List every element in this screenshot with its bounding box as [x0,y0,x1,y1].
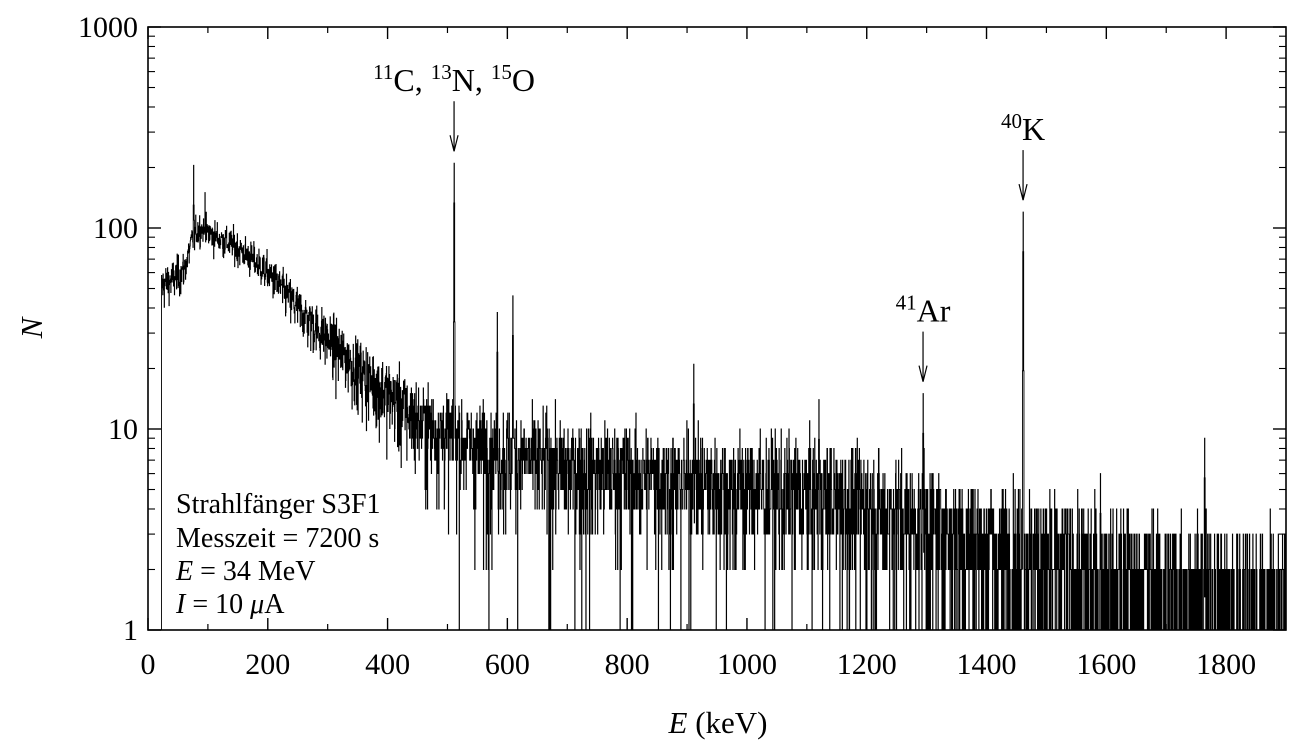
info-line-energy: E = 34 MeV [175,556,315,587]
x-axis-title: E (keV) [668,705,768,740]
y-tick-labels: 1 10 100 1000 [78,11,138,647]
peak-label-mass-number: 40 [1001,109,1022,133]
peak-annotation: 40K [1001,109,1045,201]
peak-annotations: 11C, 13N, 15O 41Ar 40K [373,60,1045,382]
x-tick-labels: 0 200 400 600 800 1000 1200 1400 1600 1800 [141,648,1257,681]
peak-label-element: Ar [917,293,951,329]
y-axis-title: N [14,315,49,339]
x-tick-label: 400 [365,648,410,681]
y-tick-label: 100 [93,212,138,245]
y-tick-label: 1000 [78,11,138,44]
data-layer [161,162,1287,631]
x-tick-label: 200 [245,648,290,681]
annotation-arrow-head [449,135,459,152]
spectrum-series [161,162,1287,631]
peak-label-mass-number: 11 [373,60,393,84]
peak-label-mass-number: 41 [896,291,917,315]
peak-annotation: 41Ar [896,291,951,382]
info-line-time: Messzeit = 7200 s [176,523,379,554]
x-tick-label: 1400 [957,648,1017,681]
x-axis-unit: (keV) [687,705,767,740]
peak-label: 11C, 13N, 15O [373,60,535,98]
info-line-current: I = 10 μA [175,589,285,620]
x-tick-label: 0 [141,648,156,681]
x-tick-label: 1600 [1076,648,1136,681]
annotation-arrow-head [918,365,928,382]
peak-label-mass-number: 15 [491,60,512,84]
x-axis-var: E [668,705,688,740]
peak-annotation: 11C, 13N, 15O [373,60,535,152]
y-tick-label: 10 [108,413,138,446]
info-box: Strahlfänger S3F1 Messzeit = 7200 s E = … [175,489,381,620]
x-tick-label: 1800 [1196,648,1256,681]
x-tick-label: 800 [605,648,650,681]
peak-label-element: C, [393,62,430,98]
y-tick-label: 1 [123,614,138,647]
x-tick-label: 1000 [717,648,777,681]
peak-label: 40K [1001,109,1045,147]
peak-label-mass-number: 13 [431,60,452,84]
info-line-detector: Strahlfänger S3F1 [176,489,381,520]
x-tick-label: 600 [485,648,530,681]
annotation-arrow-head [1018,183,1028,201]
peak-label-element: K [1022,111,1045,147]
peak-label: 41Ar [896,291,951,329]
x-tick-label: 1200 [837,648,897,681]
peak-label-element: O [512,62,535,98]
plot-frame [147,26,1287,631]
peak-label-element: N, [452,62,491,98]
